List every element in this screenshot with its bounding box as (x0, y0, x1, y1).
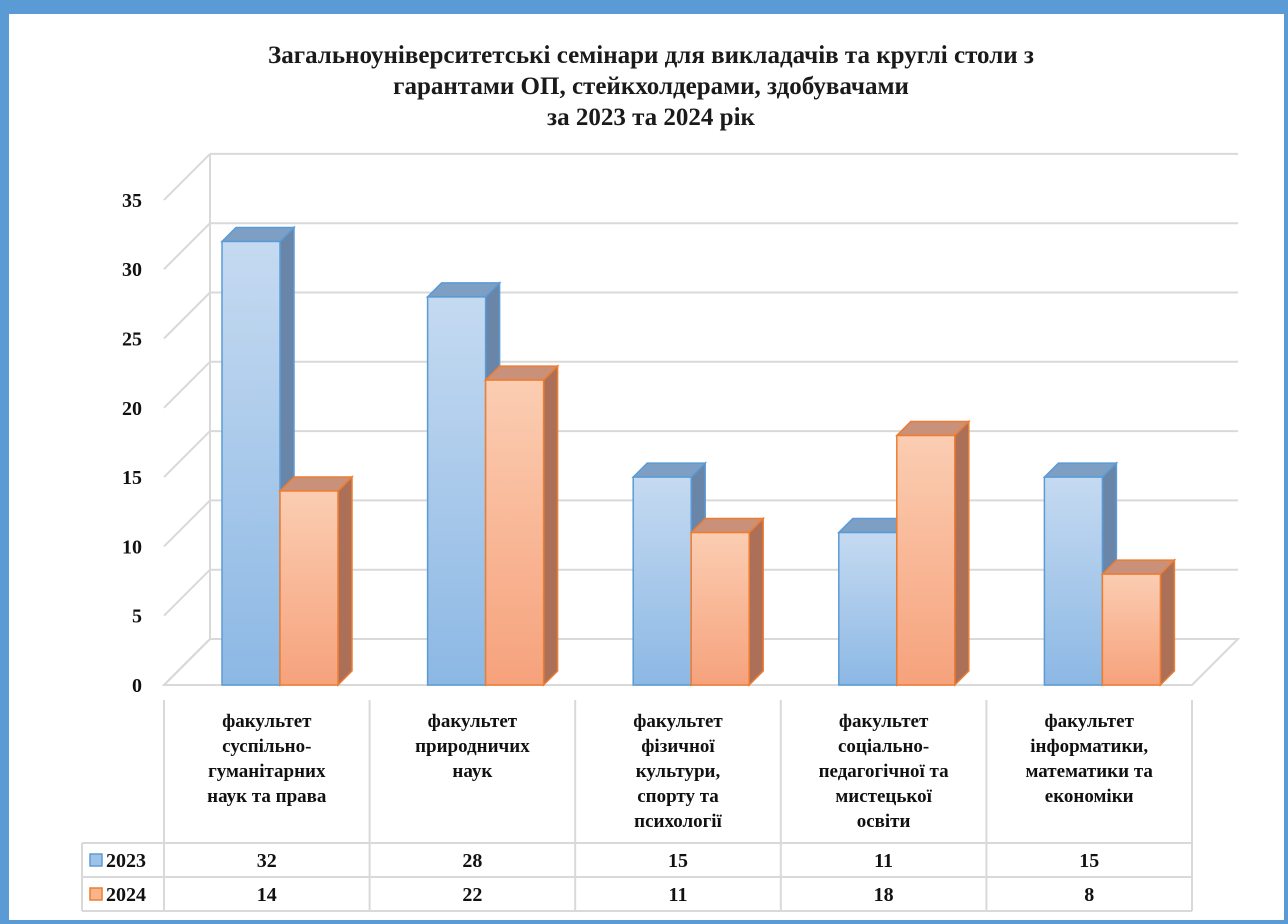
data-label: 14 (257, 884, 277, 906)
bar-2024 (278, 475, 354, 687)
y-tick-label: 5 (132, 606, 142, 628)
bar-2024 (894, 419, 971, 687)
y-tick-label: 10 (122, 536, 142, 558)
x-tick-label-line: культури, (636, 761, 721, 782)
y-tick-label: 20 (122, 398, 142, 420)
gridline-diagonal (163, 430, 211, 478)
data-label: 22 (462, 884, 482, 906)
bar-2024 (689, 516, 766, 687)
gridline-diagonal (163, 499, 211, 548)
bar-2024 (1100, 558, 1177, 687)
data-label: 15 (1079, 850, 1099, 872)
data-table: факультет суспільно-гуманітарних наук та п… (81, 700, 1193, 912)
y-tick-label: 35 (122, 190, 142, 212)
x-tick-label-line: мистецької (835, 786, 932, 807)
bar-front (221, 240, 281, 686)
bar-side (954, 419, 970, 687)
y-axis: 0 5 10 15 20 25 30 35 (122, 190, 142, 697)
y-tick-label: 30 (122, 259, 142, 281)
gridline-diagonal (163, 153, 211, 201)
bar-front (896, 434, 956, 686)
x-tick-label-line: наук (452, 761, 492, 782)
chart-title: Загальноуніверситетські семінари для вик… (14, 40, 1288, 133)
x-tick-label-line: факультет (1044, 711, 1134, 732)
data-label: 11 (874, 850, 893, 872)
bar-side (1159, 558, 1176, 687)
bar-front (279, 490, 339, 686)
x-tick-label-line: інформатики, (1030, 736, 1148, 757)
gridline-diagonal (163, 291, 211, 340)
y-tick-label: 15 (122, 467, 142, 489)
data-label: 11 (669, 884, 688, 906)
chart-title-line-3: за 2023 та 2024 рік (547, 104, 755, 131)
x-tick-label: факультет природничих наук (415, 711, 530, 782)
x-tick-label-line: факультет (839, 711, 929, 732)
data-label: 28 (462, 850, 482, 872)
x-tick-label-line: суспільно- (222, 736, 311, 757)
x-tick-label-line: факультет (428, 711, 518, 732)
data-label: 15 (668, 850, 688, 872)
x-tick-label-line: факультет (222, 711, 312, 732)
x-tick-label-line: освіти (857, 811, 911, 832)
x-tick-label-line: гуманітарних (208, 761, 326, 782)
x-tick-label: факультет інформатики, математики та економ… (1025, 711, 1153, 807)
bar-front (1101, 573, 1162, 686)
bar-front (838, 531, 898, 686)
y-tick-label: 25 (122, 329, 142, 351)
x-tick-label: факультет суспільно-гуманітарних наук та п… (207, 711, 327, 807)
x-tick-label-line: математики та (1025, 761, 1153, 782)
x-tick-label-line: факультет (633, 711, 723, 732)
x-tick-label-line: спорту та (637, 786, 719, 807)
x-tick-label-line: психології (634, 811, 722, 832)
x-tick-label-line: економіки (1045, 786, 1134, 807)
bar-front (632, 476, 692, 686)
legend-swatch (89, 887, 103, 901)
gridline-diagonal (163, 361, 211, 409)
gridline-diagonal (163, 568, 211, 617)
bar-2023 (220, 225, 296, 687)
bar-front (1043, 476, 1104, 686)
bar-side (337, 475, 353, 687)
data-label: 18 (874, 884, 894, 906)
x-tick-label-line: соціально- (838, 736, 929, 757)
x-tick-label: факультет фізичної культури, спорту та психо… (633, 711, 723, 832)
x-tick-label-line: фізичної (641, 736, 715, 757)
gridline-diagonal (163, 222, 211, 270)
bar-front (484, 379, 545, 686)
x-tick-label-line: наук та права (207, 786, 327, 807)
chart-title-line-1: Загальноуніверситетські семінари для вик… (268, 42, 1034, 69)
bar-side (542, 364, 559, 687)
data-label: 32 (257, 850, 277, 872)
x-tick-label-line: педагогічної та (819, 761, 950, 782)
bar-front (690, 531, 750, 686)
y-tick-label: 0 (132, 675, 142, 697)
legend-swatch (89, 853, 103, 867)
bar-2024 (483, 364, 560, 687)
bar-front (426, 296, 487, 686)
legend-label: 2024 (106, 884, 146, 906)
data-label: 8 (1084, 884, 1094, 906)
chart-title-line-2: гарантами ОП, стейкхолдерами, здобувачам… (393, 73, 909, 100)
x-tick-label: факультет соціально-педагогічної та мистец… (819, 711, 950, 832)
bar-side (748, 516, 764, 687)
bars (220, 225, 1177, 687)
x-tick-label-line: природничих (415, 736, 530, 757)
legend-label: 2023 (106, 850, 146, 872)
